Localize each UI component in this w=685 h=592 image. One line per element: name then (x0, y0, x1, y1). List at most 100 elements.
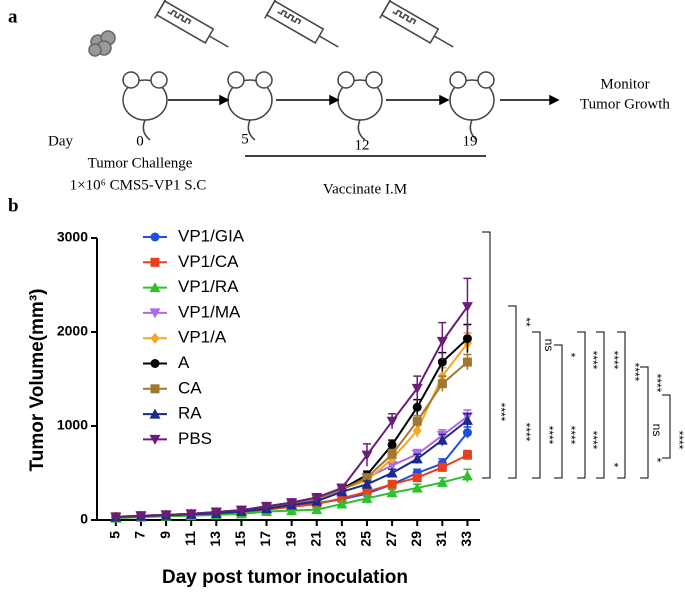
marker (336, 498, 348, 509)
x-tick-label: 33 (458, 531, 474, 547)
marker (110, 512, 122, 523)
significance-label: **** (564, 426, 578, 445)
significance-label: **** (650, 374, 664, 393)
bracket (596, 331, 605, 479)
syringe (154, 0, 229, 48)
bracket (617, 331, 626, 479)
panel-label: a (8, 6, 18, 27)
marker (135, 511, 147, 522)
marker (336, 483, 348, 494)
legend-label: VP1/CA (178, 252, 239, 271)
marker (361, 492, 373, 503)
marker (461, 302, 473, 313)
x-tick-label: 17 (257, 531, 273, 547)
panel-label: b (8, 195, 19, 216)
marker (437, 379, 447, 389)
x-tick-label: 11 (182, 531, 198, 546)
marker (286, 498, 298, 509)
x-tick-label: 13 (207, 531, 223, 547)
marker (462, 334, 472, 344)
x-tick-label: 7 (132, 531, 148, 539)
marker (412, 425, 422, 437)
monitor: Monitor (600, 76, 649, 92)
mouse (122, 71, 168, 141)
legend-marker (150, 384, 160, 394)
day: 5 (241, 131, 249, 147)
marker (412, 402, 422, 412)
arrows (168, 94, 560, 157)
significance-label: ns (542, 339, 556, 352)
significance-label: ** (519, 317, 533, 327)
bracket (640, 366, 649, 479)
y-tick-label: 3000 (57, 229, 88, 245)
bracket (532, 331, 541, 479)
legend-marker (149, 434, 161, 445)
significance-label: **** (494, 403, 508, 422)
bracket (662, 394, 671, 459)
marker (386, 460, 398, 471)
marker (462, 357, 472, 367)
marker (311, 492, 323, 503)
legend-label: A (178, 353, 190, 372)
challenge-detail: 1×10⁶ CMS5-VP1 S.C (70, 177, 207, 193)
x-tick-label: 21 (307, 531, 323, 547)
legend-marker (149, 308, 161, 319)
x-tick-label: 25 (358, 531, 374, 547)
marker (386, 487, 398, 498)
marker (210, 507, 222, 518)
schematic (88, 0, 495, 141)
marker (436, 476, 448, 487)
syringe (264, 0, 339, 48)
syringe (379, 0, 454, 48)
significance-label: **** (628, 363, 642, 382)
marker (387, 440, 397, 450)
day: 0 (136, 133, 144, 149)
marker (185, 509, 197, 520)
significance-label: **** (586, 431, 600, 450)
x-tick-label: 15 (232, 531, 248, 547)
y-tick-label: 0 (80, 511, 88, 527)
marker (411, 453, 423, 464)
marker (461, 414, 473, 425)
legend-label: VP1/RA (178, 277, 239, 296)
bracket (508, 305, 517, 479)
marker (311, 504, 323, 515)
bracket (554, 344, 563, 479)
monitor: Tumor Growth (580, 96, 670, 112)
vaccinate: Vaccinate I.M (323, 181, 407, 197)
legend-marker (150, 257, 160, 267)
day: 12 (355, 137, 370, 153)
x-tick-label: 19 (282, 531, 298, 547)
x-tick-label: 29 (408, 531, 424, 547)
bracket (482, 231, 491, 479)
y-tick-label: 2000 (57, 323, 88, 339)
bracket (577, 331, 586, 479)
marker (436, 434, 448, 445)
legend-marker (150, 332, 160, 344)
marker (386, 467, 398, 478)
marker (361, 478, 373, 489)
marker (462, 450, 472, 460)
marker (411, 383, 423, 394)
marker (286, 505, 298, 516)
mouse (449, 71, 495, 141)
mouse (337, 71, 383, 141)
legend-label: RA (178, 404, 202, 423)
legend-marker (150, 232, 160, 242)
marker (462, 428, 472, 438)
marker (411, 482, 423, 493)
legend-label: CA (178, 378, 202, 397)
marker (437, 462, 447, 472)
legend-label: VP1/MA (178, 302, 241, 321)
marker (362, 487, 372, 497)
significance-label: * (650, 458, 664, 463)
marker (337, 493, 347, 503)
legend-label: VP1/A (178, 328, 227, 347)
marker (412, 473, 422, 483)
marker (437, 357, 447, 367)
significance-label: **** (519, 423, 533, 442)
marker (386, 416, 398, 427)
legend-marker (149, 282, 161, 293)
legend-label: VP1/GIA (178, 226, 245, 245)
legend-marker (149, 408, 161, 419)
